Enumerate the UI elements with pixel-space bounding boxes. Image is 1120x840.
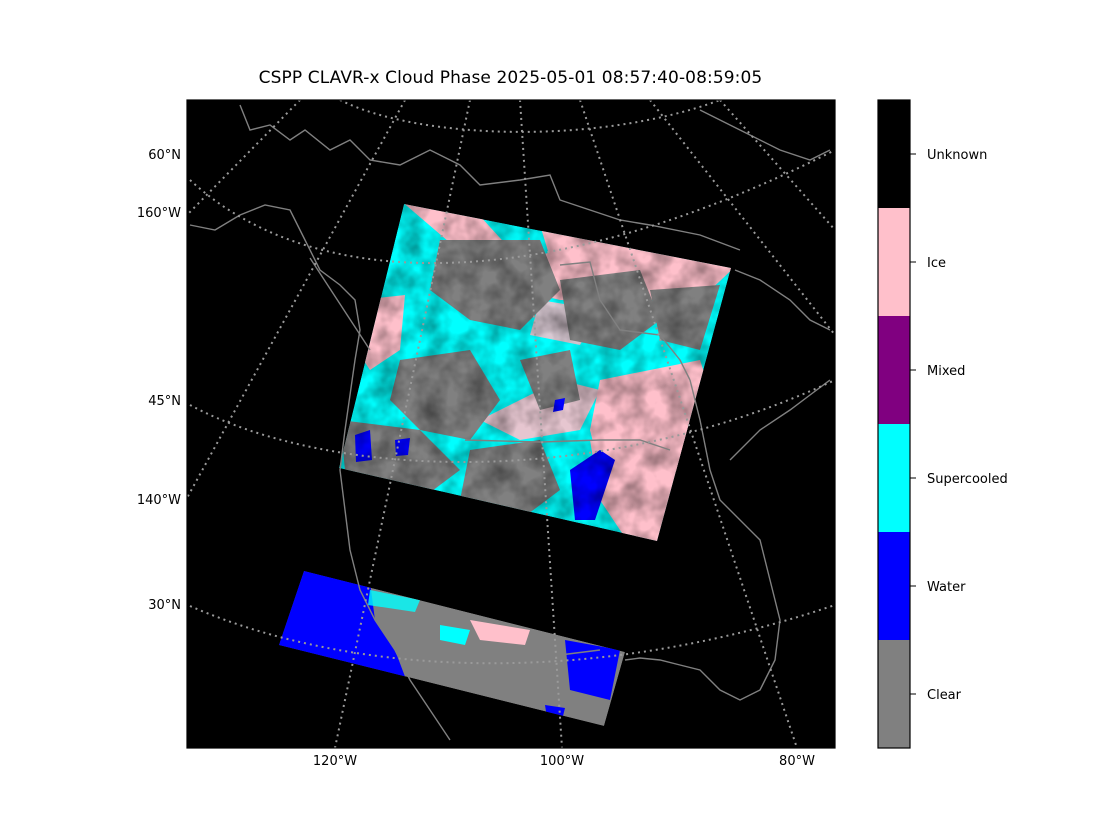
lon-label-80w: 80°W bbox=[779, 754, 815, 769]
lat-label-45: 45°N bbox=[148, 394, 181, 409]
lon-label-100w: 100°W bbox=[540, 754, 584, 769]
colorbar-label-mixed: Mixed bbox=[927, 364, 965, 379]
colorbar-label-supercooled: Supercooled bbox=[927, 472, 1008, 487]
graticule bbox=[187, 100, 835, 748]
map-title: CSPP CLAVR-x Cloud Phase 2025-05-01 08:5… bbox=[258, 68, 763, 88]
lon-label-160w: 160°W bbox=[137, 206, 181, 221]
colorbar-swatch-water bbox=[878, 532, 910, 640]
lat-label-30: 30°N bbox=[148, 598, 181, 613]
colorbar-swatch-clear bbox=[878, 640, 910, 748]
colorbar: Unknown Ice Mixed Supercooled Water Clear bbox=[877, 99, 1008, 749]
map-panel bbox=[187, 100, 835, 748]
colorbar-swatch-ice bbox=[878, 208, 910, 316]
lat-label-60: 60°N bbox=[148, 148, 181, 163]
colorbar-swatch-supercooled bbox=[878, 424, 910, 532]
colorbar-label-unknown: Unknown bbox=[927, 148, 987, 163]
lon-label-120w: 120°W bbox=[313, 754, 357, 769]
lon-label-140w: 140°W bbox=[137, 493, 181, 508]
colorbar-frame bbox=[877, 99, 911, 749]
colorbar-label-clear: Clear bbox=[927, 688, 962, 703]
map-frame bbox=[186, 99, 836, 749]
coastlines bbox=[189, 104, 831, 741]
colorbar-label-ice: Ice bbox=[927, 256, 946, 271]
colorbar-label-water: Water bbox=[927, 580, 966, 595]
colorbar-swatch-unknown bbox=[878, 100, 910, 208]
colorbar-swatch-mixed bbox=[878, 316, 910, 424]
